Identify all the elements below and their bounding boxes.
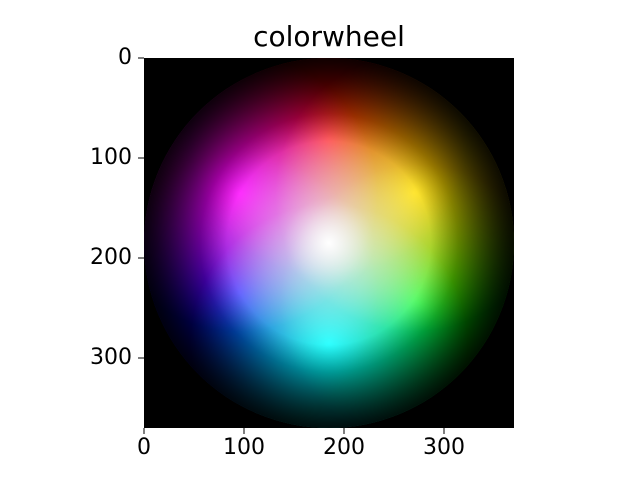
y-tick-label: 100 xyxy=(90,145,132,170)
y-tick-label: 300 xyxy=(90,345,132,370)
y-tick-label: 0 xyxy=(118,45,132,70)
x-tick-label: 0 xyxy=(137,435,151,460)
x-tick-label: 200 xyxy=(323,435,365,460)
edge-shading xyxy=(144,58,514,428)
x-tick-label: 300 xyxy=(423,435,465,460)
chart-title: colorwheel xyxy=(253,20,405,53)
y-tick-label: 200 xyxy=(90,245,132,270)
x-tick-label: 100 xyxy=(223,435,265,460)
